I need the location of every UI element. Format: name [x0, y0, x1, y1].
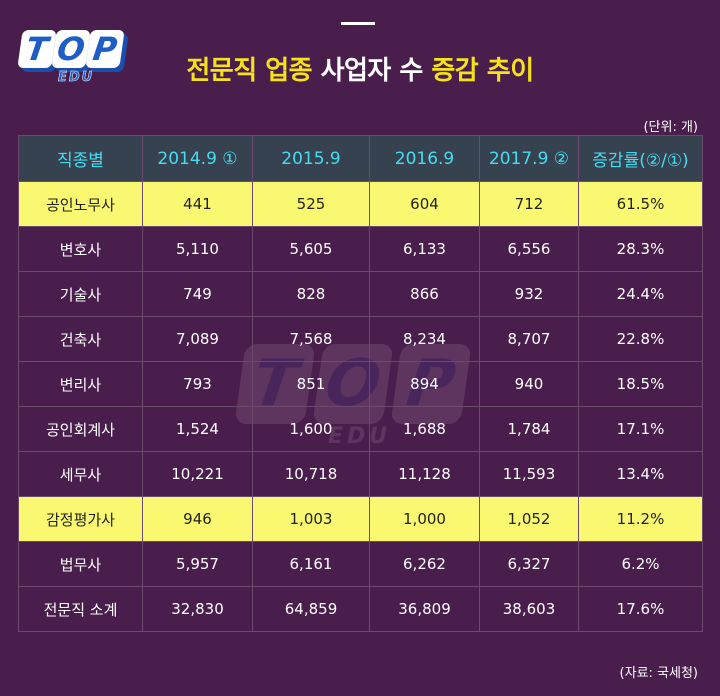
value-2016-cell: 866	[369, 271, 480, 317]
change-rate-cell: 13.4%	[578, 451, 703, 497]
value-2014-cell: 441	[142, 181, 253, 227]
top-edu-logo: T O P EDU	[17, 28, 132, 92]
occupation-cell: 건축사	[18, 316, 143, 362]
value-2014-cell: 946	[142, 496, 253, 542]
occupation-cell: 법무사	[18, 541, 143, 587]
occupation-cell: 감정평가사	[18, 496, 143, 542]
title-part: 전문직	[186, 56, 266, 86]
value-2016-cell: 8,234	[369, 316, 480, 362]
value-2015-cell: 10,718	[252, 451, 370, 497]
value-2016-cell: 11,128	[369, 451, 480, 497]
change-rate-cell: 18.5%	[578, 361, 703, 407]
value-2017-cell: 8,707	[479, 316, 579, 362]
value-2016-cell: 894	[369, 361, 480, 407]
table-row: 법무사 5,957 6,161 6,262 6,327 6.2%	[18, 541, 703, 587]
value-2015-cell: 525	[252, 181, 370, 227]
value-2016-cell: 6,133	[369, 226, 480, 272]
value-2014-cell: 793	[142, 361, 253, 407]
value-2016-cell: 1,688	[369, 406, 480, 452]
table-row: 기술사 749 828 866 932 24.4%	[18, 271, 703, 317]
value-2017-cell: 1,784	[479, 406, 579, 452]
occupation-cell: 공인회계사	[18, 406, 143, 452]
value-2014-cell: 749	[142, 271, 253, 317]
value-2015-cell: 6,161	[252, 541, 370, 587]
value-2014-cell: 10,221	[142, 451, 253, 497]
occupation-cell: 변리사	[18, 361, 143, 407]
value-2014-cell: 5,110	[142, 226, 253, 272]
value-2015-cell: 1,003	[252, 496, 370, 542]
page-title: 전문직 업종 사업자 수 증감 추이	[0, 50, 720, 87]
change-rate-cell: 24.4%	[578, 271, 703, 317]
header-2015: 2015.9	[252, 135, 370, 182]
value-2016-cell: 604	[369, 181, 480, 227]
logo-subtext: EDU	[58, 70, 95, 86]
value-2017-cell: 6,556	[479, 226, 579, 272]
table-row: 세무사 10,221 10,718 11,128 11,593 13.4%	[18, 451, 703, 497]
change-rate-cell: 17.1%	[578, 406, 703, 452]
table-header-row: 직종별 2014.9 ① 2015.9 2016.9 2017.9 ② 증감률(…	[18, 135, 703, 182]
title-part: 업종	[265, 56, 321, 86]
value-2017-cell: 38,603	[479, 586, 579, 632]
table-row: 건축사 7,089 7,568 8,234 8,707 22.8%	[18, 316, 703, 362]
title-part: 사업자 수	[320, 56, 432, 86]
change-rate-cell: 11.2%	[578, 496, 703, 542]
table-row: 감정평가사 946 1,003 1,000 1,052 11.2%	[18, 496, 703, 542]
unit-label: (단위: 개)	[643, 120, 698, 135]
value-2014-cell: 1,524	[142, 406, 253, 452]
table-row: 변호사 5,110 5,605 6,133 6,556 28.3%	[18, 226, 703, 272]
change-rate-cell: 17.6%	[578, 586, 703, 632]
value-2016-cell: 6,262	[369, 541, 480, 587]
occupation-cell: 변호사	[18, 226, 143, 272]
value-2015-cell: 5,605	[252, 226, 370, 272]
header-2017: 2017.9 ②	[479, 135, 579, 182]
table-row: 변리사 793 851 894 940 18.5%	[18, 361, 703, 407]
source-note: (자료: 국세청)	[619, 666, 698, 681]
value-2017-cell: 11,593	[479, 451, 579, 497]
header-2016: 2016.9	[369, 135, 480, 182]
value-2015-cell: 64,859	[252, 586, 370, 632]
table-row: 공인노무사 441 525 604 712 61.5%	[18, 181, 703, 227]
header-occupation: 직종별	[18, 135, 143, 182]
business-count-table: 직종별 2014.9 ① 2015.9 2016.9 2017.9 ② 증감률(…	[18, 135, 703, 632]
value-2016-cell: 36,809	[369, 586, 480, 632]
title-part: 증감 추이	[431, 56, 534, 86]
occupation-cell: 기술사	[18, 271, 143, 317]
value-2016-cell: 1,000	[369, 496, 480, 542]
value-2014-cell: 32,830	[142, 586, 253, 632]
value-2015-cell: 851	[252, 361, 370, 407]
change-rate-cell: 61.5%	[578, 181, 703, 227]
header-change-rate: 증감률(②/①)	[578, 135, 703, 182]
value-2015-cell: 828	[252, 271, 370, 317]
header-2014: 2014.9 ①	[142, 135, 253, 182]
value-2017-cell: 712	[479, 181, 579, 227]
change-rate-cell: 22.8%	[578, 316, 703, 362]
title-decoration-bar	[341, 22, 375, 25]
occupation-cell: 전문직 소계	[18, 586, 143, 632]
value-2014-cell: 5,957	[142, 541, 253, 587]
value-2017-cell: 6,327	[479, 541, 579, 587]
value-2015-cell: 7,568	[252, 316, 370, 362]
table-row: 공인회계사 1,524 1,600 1,688 1,784 17.1%	[18, 406, 703, 452]
value-2015-cell: 1,600	[252, 406, 370, 452]
change-rate-cell: 6.2%	[578, 541, 703, 587]
change-rate-cell: 28.3%	[578, 226, 703, 272]
table-row: 전문직 소계 32,830 64,859 36,809 38,603 17.6%	[18, 586, 703, 632]
value-2017-cell: 1,052	[479, 496, 579, 542]
value-2017-cell: 932	[479, 271, 579, 317]
occupation-cell: 세무사	[18, 451, 143, 497]
occupation-cell: 공인노무사	[18, 181, 143, 227]
value-2017-cell: 940	[479, 361, 579, 407]
value-2014-cell: 7,089	[142, 316, 253, 362]
